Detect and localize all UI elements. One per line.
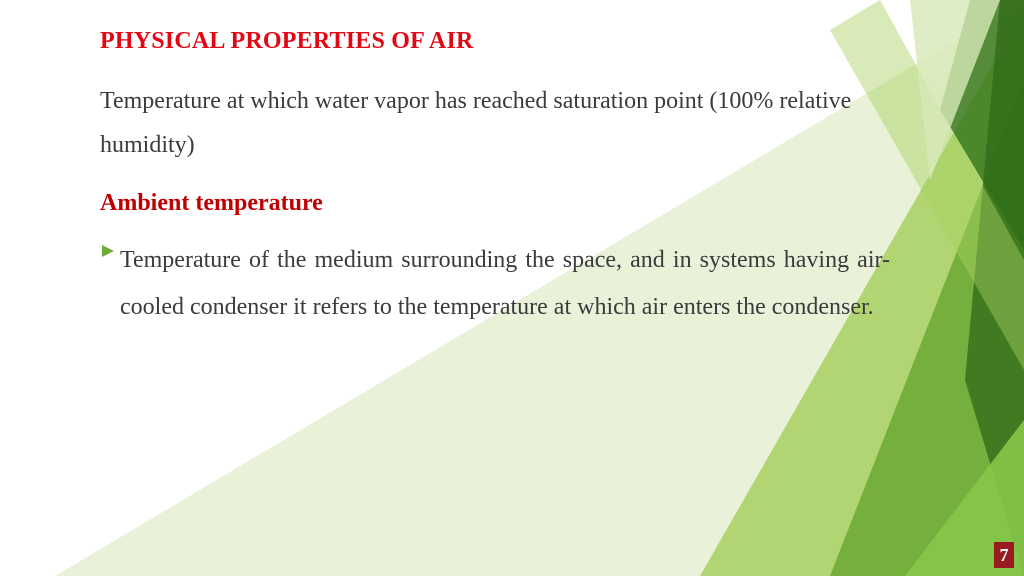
decor-tri-7 bbox=[910, 0, 1000, 180]
paragraph-1: Temperature at which water vapor has rea… bbox=[100, 79, 890, 168]
subheading: Ambient temperature bbox=[100, 190, 890, 217]
paragraph-2: Temperature of the medium surrounding th… bbox=[120, 237, 890, 331]
slide-title: PHYSICAL PROPERTIES OF AIR bbox=[100, 28, 890, 55]
slide-content: PHYSICAL PROPERTIES OF AIR Temperature a… bbox=[100, 28, 890, 330]
decor-tri-4 bbox=[940, 0, 1024, 250]
decor-tri-5 bbox=[965, 0, 1024, 576]
paragraph-2-wrap: Temperature of the medium surrounding th… bbox=[100, 237, 890, 331]
bullet-triangle-icon bbox=[100, 243, 116, 259]
slide: PHYSICAL PROPERTIES OF AIR Temperature a… bbox=[0, 0, 1024, 576]
page-number: 7 bbox=[994, 542, 1014, 568]
